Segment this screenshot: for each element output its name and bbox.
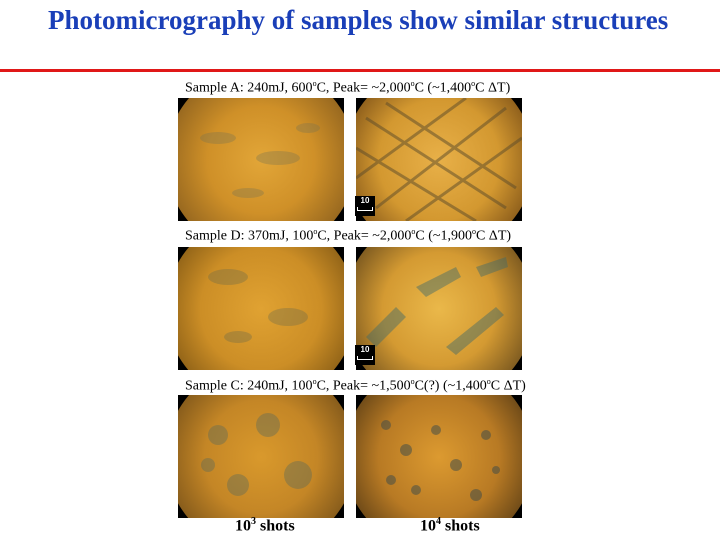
slide-title: Photomicrography of samples show similar… <box>48 5 669 35</box>
texture-c2 <box>381 420 500 501</box>
texture-a2 <box>356 98 522 221</box>
micrograph-sample-d-1e4 <box>356 247 522 370</box>
micrograph-sample-c-1e4 <box>356 395 522 518</box>
caption-sample-d: Sample D: 370mJ, 100oC, Peak= ~2,000oC (… <box>185 227 512 244</box>
micrograph-sample-a-1e3 <box>178 98 344 221</box>
micrograph-sample-d-1e3 <box>178 247 344 370</box>
texture-a1 <box>200 123 320 198</box>
title-divider <box>0 69 720 72</box>
texture-c1 <box>201 413 312 496</box>
micrograph-sample-a-1e4 <box>356 98 522 221</box>
column-label-1e3-shots: 103 shots <box>235 516 295 535</box>
caption-sample-c: Sample C: 240mJ, 100oC, Peak= ~1,500oC(?… <box>185 377 526 394</box>
scale-bar-row-d: 10 <box>355 345 375 365</box>
caption-sample-a: Sample A: 240mJ, 600oC, Peak= ~2,000oC (… <box>185 79 511 96</box>
column-label-1e4-shots: 104 shots <box>420 516 480 535</box>
texture-d2 <box>366 257 508 355</box>
micrograph-sample-c-1e3 <box>178 395 344 518</box>
texture-d1 <box>208 269 308 343</box>
scale-bar-row-a: 10 <box>355 196 375 216</box>
